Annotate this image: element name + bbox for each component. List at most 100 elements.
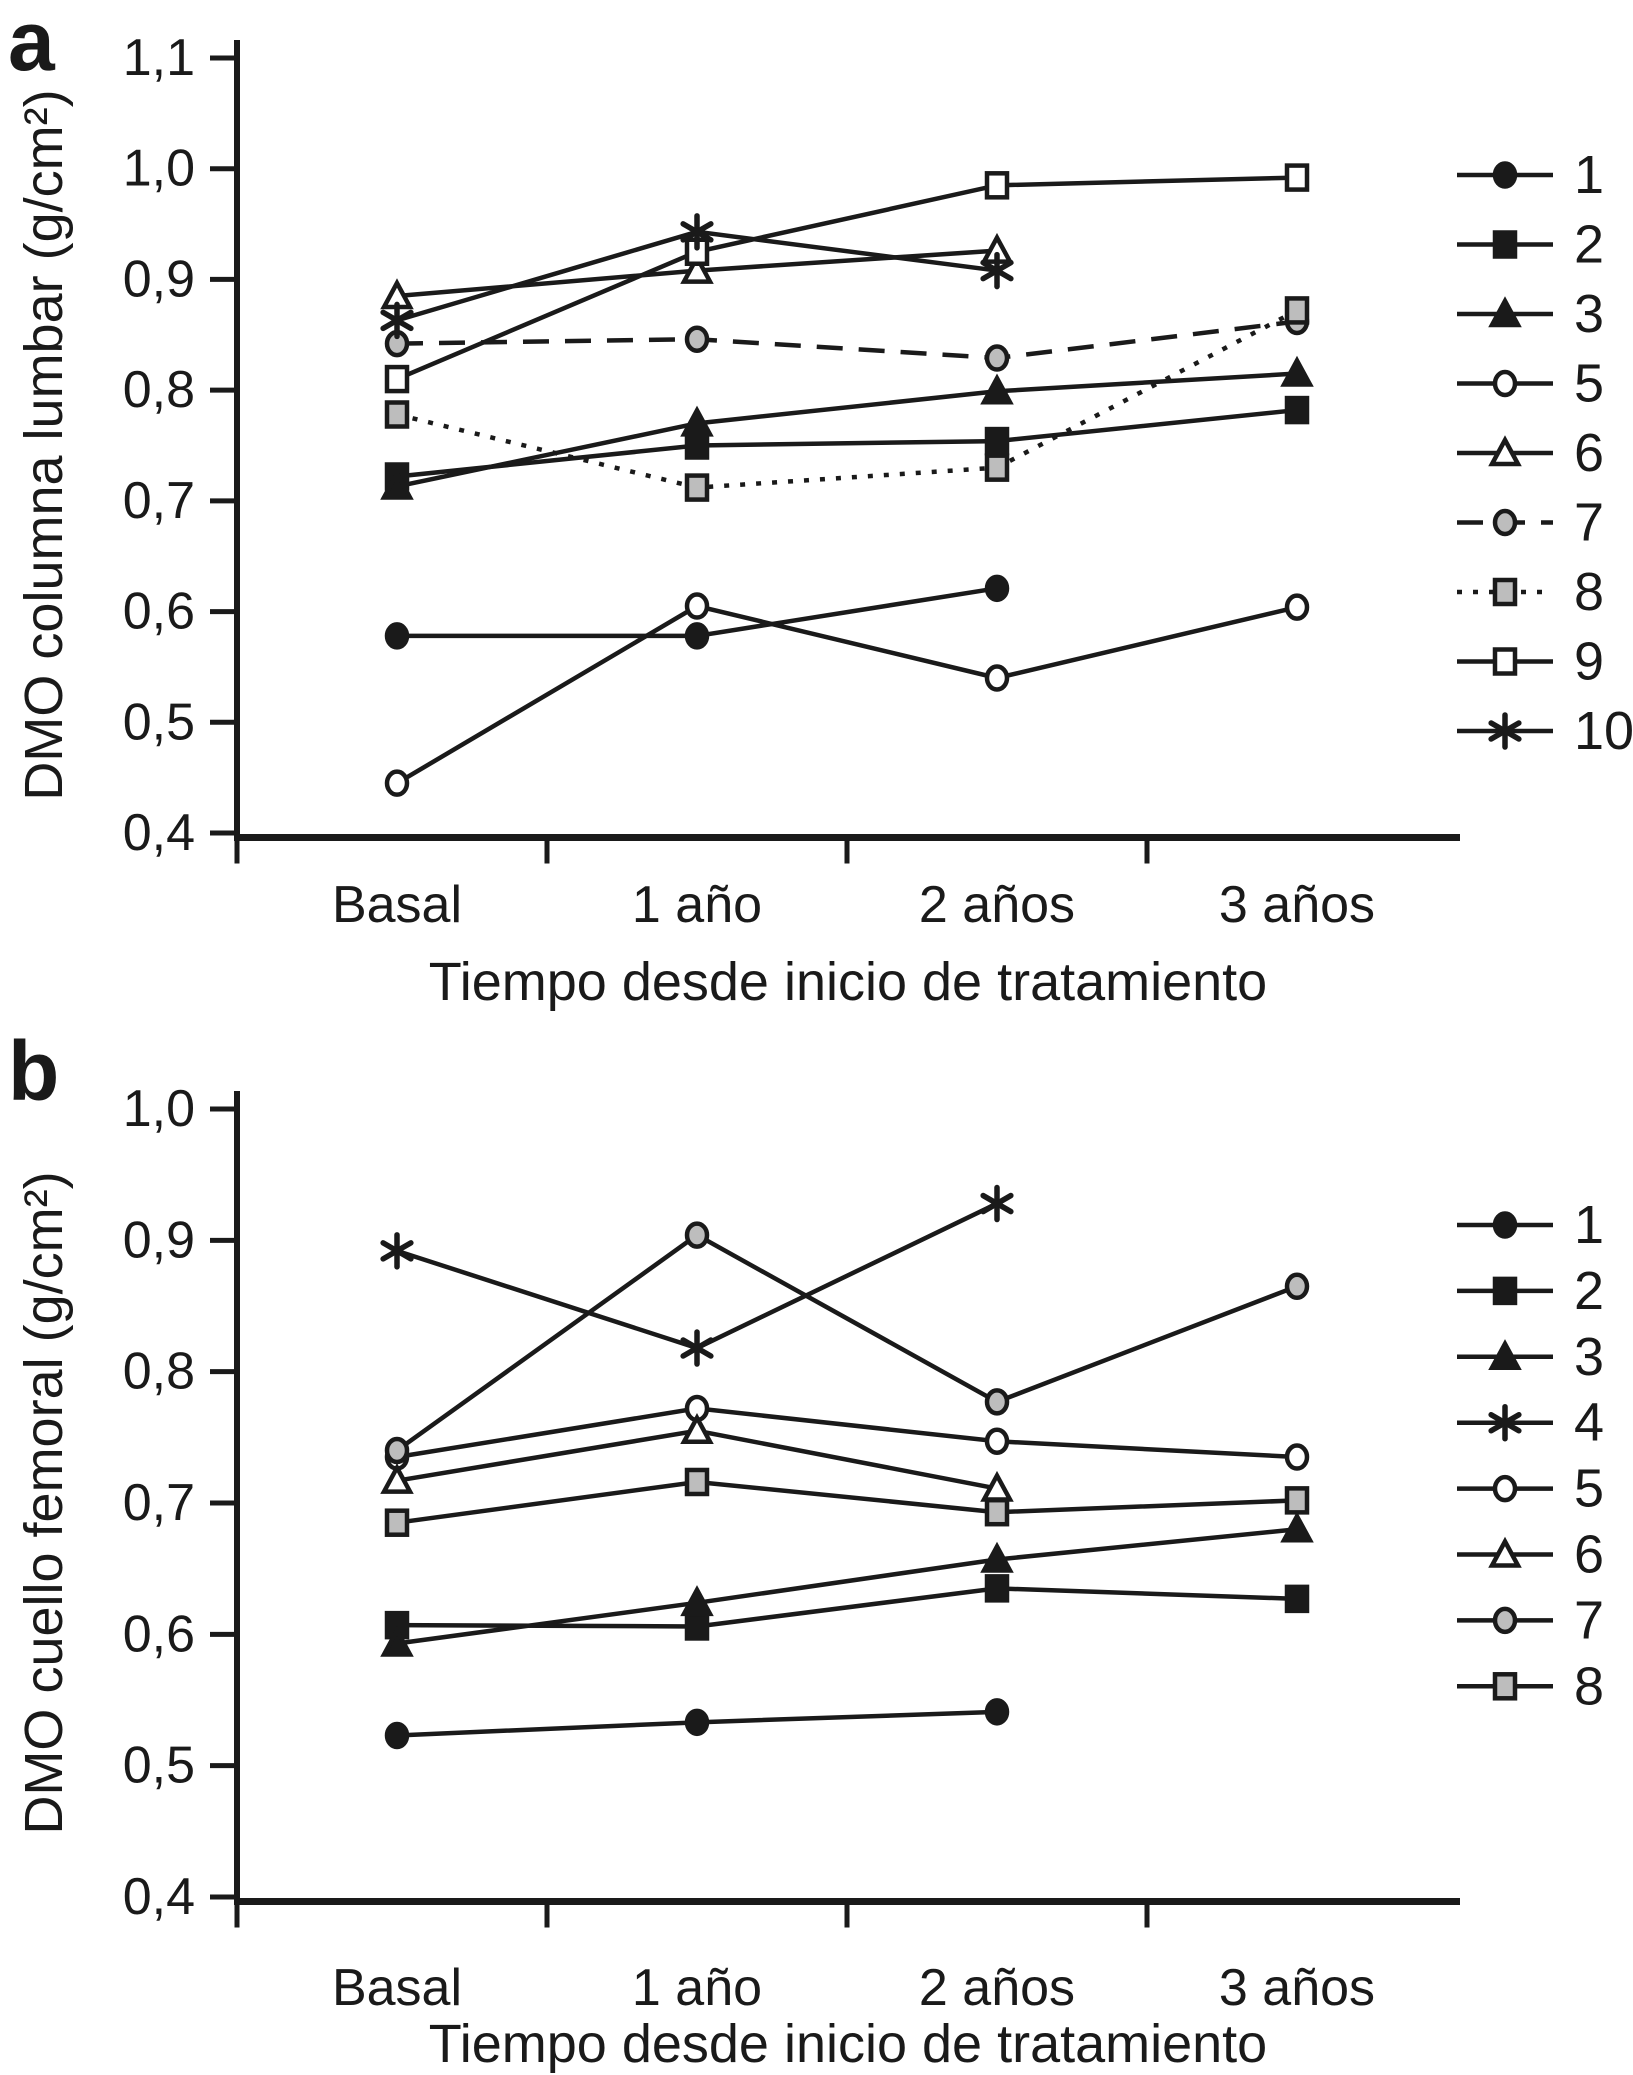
legend-label-6: 6 bbox=[1574, 1525, 1604, 1585]
legend-item-5: 5 bbox=[1457, 354, 1604, 414]
series-5-circle-marker bbox=[384, 769, 410, 797]
series-2-square-marker bbox=[984, 1574, 1010, 1603]
legend-item-7: 7 bbox=[1457, 493, 1604, 553]
legend-label-6: 6 bbox=[1574, 423, 1604, 483]
y-tick-label: 0,7 bbox=[123, 1474, 195, 1532]
y-tick-label: 0,8 bbox=[123, 1343, 195, 1401]
legend-label-10: 10 bbox=[1574, 701, 1633, 761]
panel-a-letter: a bbox=[8, 0, 56, 88]
y-tick-label: 0,9 bbox=[123, 250, 195, 308]
legend-6-triangle-marker bbox=[1488, 1536, 1522, 1568]
series-5-circle-marker bbox=[984, 1427, 1010, 1456]
series-7-circle-marker bbox=[1284, 1272, 1310, 1301]
y-tick-label: 1,1 bbox=[123, 29, 195, 87]
series-3-triangle-marker bbox=[1280, 1511, 1314, 1543]
series-5-circle-marker bbox=[684, 592, 710, 620]
legend-item-8: 8 bbox=[1457, 562, 1604, 622]
x-category-label: 1 año bbox=[632, 1959, 762, 2017]
legend-item-10: 10 bbox=[1457, 701, 1633, 761]
y-tick-label: 1,0 bbox=[123, 140, 195, 198]
legend-1-circle-marker bbox=[1492, 161, 1518, 189]
panel-a: a DMO columna lumbar (g/cm²) Tiempo desd… bbox=[8, 0, 1633, 1012]
legend-item-4: 4 bbox=[1457, 1393, 1604, 1453]
series-5-line bbox=[395, 603, 1298, 786]
series-3-triangle-marker bbox=[680, 405, 714, 437]
legend-label-2: 2 bbox=[1574, 1261, 1604, 1321]
x-category-label: Basal bbox=[332, 876, 462, 934]
panel-b-y-axis-title: DMO cuello femoral (g/cm²) bbox=[14, 1171, 74, 1834]
panel-b-x-axis-title: Tiempo desde inicio de tratamiento bbox=[429, 2014, 1267, 2074]
x-category-label: 2 años bbox=[919, 876, 1075, 934]
legend-8-square-marker bbox=[1492, 1672, 1518, 1701]
legend-10-asterisk-marker bbox=[1488, 720, 1522, 742]
series-1-circle-marker bbox=[384, 622, 410, 650]
legend-5-circle-marker bbox=[1492, 369, 1518, 398]
series-9-square-marker bbox=[384, 364, 410, 394]
legend-label-8: 8 bbox=[1574, 562, 1604, 622]
series-7-circle-marker bbox=[384, 1436, 410, 1465]
legend-label-4: 4 bbox=[1574, 1393, 1604, 1453]
series-10-asterisk-marker bbox=[980, 259, 1014, 282]
series-1-circle-marker bbox=[684, 1708, 710, 1737]
series-2-square-marker bbox=[684, 1612, 710, 1641]
series-9-square-marker bbox=[1284, 163, 1310, 192]
series-8-square-marker bbox=[984, 453, 1010, 482]
legend-item-9: 9 bbox=[1457, 632, 1604, 692]
legend-item-5: 5 bbox=[1457, 1459, 1604, 1519]
series-2-line bbox=[396, 407, 1298, 479]
legend-5-circle-marker bbox=[1492, 1474, 1518, 1503]
x-category-label: 3 años bbox=[1219, 876, 1375, 934]
series-1-circle-marker bbox=[984, 574, 1010, 603]
series-8-square-marker bbox=[984, 1497, 1010, 1527]
y-tick-label: 0,9 bbox=[123, 1211, 195, 1269]
legend-label-8: 8 bbox=[1574, 1656, 1604, 1716]
series-5-circle-marker bbox=[1284, 593, 1310, 621]
y-tick-label: 1,0 bbox=[123, 1080, 195, 1138]
series-3-line bbox=[396, 1527, 1298, 1646]
legend-label-2: 2 bbox=[1574, 215, 1604, 275]
legend-label-5: 5 bbox=[1574, 354, 1604, 414]
series-3-triangle-marker bbox=[380, 468, 414, 500]
legend-2-square-marker bbox=[1492, 230, 1518, 259]
legend-item-3: 3 bbox=[1457, 284, 1604, 344]
series-3-triangle-marker bbox=[1280, 355, 1314, 387]
legend-item-6: 6 bbox=[1457, 1525, 1604, 1585]
y-tick-label: 0,4 bbox=[123, 804, 195, 862]
legend-3-triangle-marker bbox=[1488, 1339, 1522, 1371]
series-8-square-marker bbox=[684, 473, 710, 502]
legend-1-circle-marker bbox=[1492, 1211, 1518, 1239]
y-tick-label: 0,5 bbox=[123, 693, 195, 751]
series-2-line bbox=[396, 1586, 1298, 1629]
series-9-square-marker bbox=[984, 171, 1010, 200]
series-5-circle-marker bbox=[1284, 1443, 1310, 1471]
series-8-square-marker bbox=[684, 1467, 710, 1497]
y-tick-label: 0,4 bbox=[123, 1868, 195, 1926]
x-category-label: 2 años bbox=[919, 1959, 1075, 2017]
series-3-triangle-marker bbox=[380, 1625, 414, 1657]
legend-label-7: 7 bbox=[1574, 493, 1604, 553]
panel-a-legend: 1 2 3 5 6 7 8 9 10 bbox=[1457, 145, 1633, 761]
series-1-circle-marker bbox=[984, 1698, 1010, 1726]
series-8-square-marker bbox=[384, 1508, 410, 1537]
legend-item-2: 2 bbox=[1457, 1261, 1604, 1321]
legend-8-square-marker bbox=[1492, 577, 1518, 607]
legend-item-3: 3 bbox=[1457, 1327, 1604, 1387]
series-6-triangle-marker bbox=[680, 1413, 714, 1445]
legend-2-square-marker bbox=[1492, 1276, 1518, 1306]
series-10-asterisk-marker bbox=[380, 309, 414, 332]
panel-a-x-axis-title: Tiempo desde inicio de tratamiento bbox=[429, 952, 1267, 1012]
series-1-circle-marker bbox=[684, 622, 710, 650]
series-1-circle-marker bbox=[384, 1721, 410, 1750]
legend-3-triangle-marker bbox=[1488, 296, 1522, 328]
series-2-square-marker bbox=[1284, 1584, 1310, 1614]
series-4-asterisk-marker bbox=[380, 1240, 414, 1262]
legend-label-3: 3 bbox=[1574, 284, 1604, 344]
series-2-square-marker bbox=[984, 426, 1010, 456]
y-tick-label: 0,6 bbox=[123, 583, 195, 641]
series-5-circle-marker bbox=[984, 664, 1010, 692]
y-tick-label: 0,7 bbox=[123, 472, 195, 530]
panel-b: b DMO cuello femoral (g/cm²) Tiempo desd… bbox=[8, 1024, 1604, 2074]
series-6-triangle-marker bbox=[380, 1462, 414, 1494]
